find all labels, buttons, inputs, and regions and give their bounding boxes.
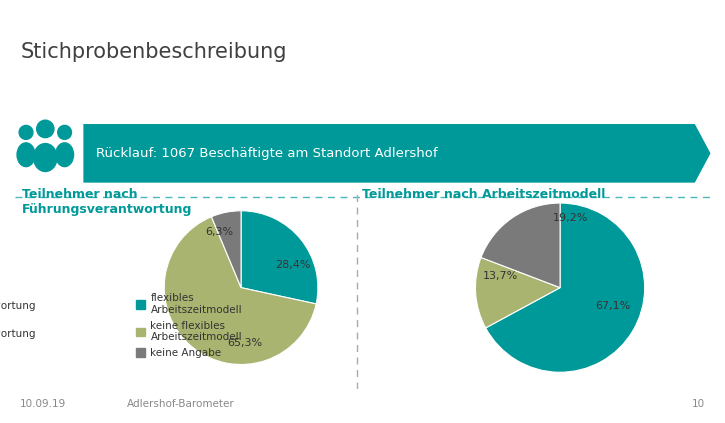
Circle shape bbox=[19, 126, 33, 139]
Text: 19,2%: 19,2% bbox=[552, 213, 588, 223]
Ellipse shape bbox=[33, 143, 57, 171]
Polygon shape bbox=[83, 124, 710, 183]
Legend: flexibles
Arbeitszeitmodell, keine flexibles
Arbeitszeitmodell, keine Angabe: flexibles Arbeitszeitmodell, keine flexi… bbox=[132, 289, 246, 362]
Text: 28,4%: 28,4% bbox=[276, 260, 311, 269]
Ellipse shape bbox=[17, 143, 35, 167]
Wedge shape bbox=[212, 211, 241, 288]
Text: Rücklauf: 1067 Beschäftigte am Standort Adlershof: Rücklauf: 1067 Beschäftigte am Standort … bbox=[96, 147, 438, 160]
Text: 67,1%: 67,1% bbox=[595, 301, 630, 311]
Text: 13,7%: 13,7% bbox=[484, 271, 518, 281]
Wedge shape bbox=[481, 203, 560, 288]
Wedge shape bbox=[476, 258, 560, 328]
Wedge shape bbox=[165, 217, 316, 365]
Ellipse shape bbox=[56, 143, 73, 167]
Text: Teilnehmer nach
Führungsverantwortung: Teilnehmer nach Führungsverantwortung bbox=[22, 188, 192, 216]
Circle shape bbox=[58, 126, 72, 139]
Text: Adlershof-Barometer: Adlershof-Barometer bbox=[127, 399, 235, 409]
Text: Soziodemografie: Soziodemografie bbox=[11, 95, 123, 107]
Wedge shape bbox=[241, 211, 318, 304]
Text: 10.09.19: 10.09.19 bbox=[20, 399, 67, 409]
Wedge shape bbox=[486, 203, 645, 372]
Text: Stichprobenbeschreibung: Stichprobenbeschreibung bbox=[20, 42, 287, 62]
Legend: mit
Führungsverantwortung, ohne
Führungsverantwortung, keine Angabe: mit Führungsverantwortung, ohne Führungs… bbox=[0, 286, 39, 359]
Text: Teilnehmer nach Arbeitszeitmodell: Teilnehmer nach Arbeitszeitmodell bbox=[362, 188, 606, 201]
Circle shape bbox=[37, 120, 54, 137]
Text: 6,3%: 6,3% bbox=[205, 227, 233, 237]
Text: 10: 10 bbox=[692, 399, 705, 409]
Text: 65,3%: 65,3% bbox=[228, 338, 262, 348]
